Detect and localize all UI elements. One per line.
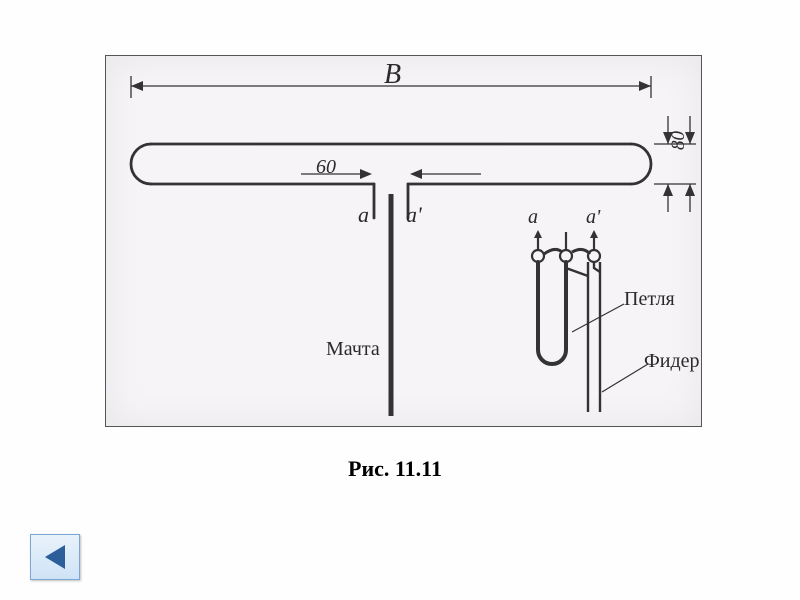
- label-gap-60: 60: [316, 156, 336, 179]
- label-aprime-left: a': [406, 202, 422, 228]
- label-B: B: [384, 59, 401, 91]
- label-aprime-right: a': [586, 206, 600, 229]
- label-mast: Мачта: [326, 338, 380, 361]
- label-feeder: Фидер: [644, 350, 700, 373]
- label-a-right: a: [528, 206, 538, 229]
- triangle-left-icon: [31, 535, 79, 579]
- prev-button[interactable]: [30, 534, 80, 580]
- stage: B 60 80 a a' a a' Мачта Петля Фидер Рис.…: [0, 0, 800, 600]
- figure-panel: B 60 80 a a' a a' Мачта Петля Фидер: [105, 55, 702, 427]
- label-a-left: a: [358, 202, 369, 228]
- label-loop: Петля: [624, 288, 675, 311]
- feed-detail: [532, 230, 648, 412]
- antenna-diagram: [106, 56, 701, 426]
- figure-caption: Рис. 11.11: [348, 456, 442, 482]
- label-height-80: 80: [668, 131, 690, 150]
